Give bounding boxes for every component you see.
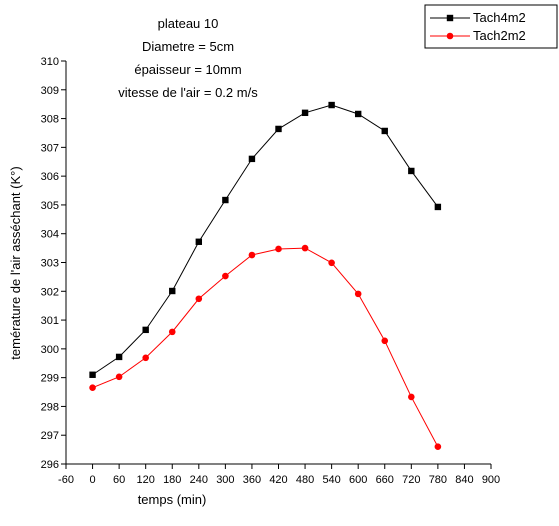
marker bbox=[248, 251, 256, 259]
marker bbox=[275, 245, 282, 253]
series-line bbox=[92, 247, 439, 447]
marker bbox=[354, 110, 362, 118]
x-tick-label: 480 bbox=[296, 474, 314, 486]
x-tick-label: 60 bbox=[113, 474, 125, 486]
y-tick-label: 307 bbox=[41, 142, 59, 154]
marker bbox=[328, 259, 335, 267]
x-tick-label: 720 bbox=[402, 474, 420, 486]
marker bbox=[408, 167, 415, 175]
legend-marker bbox=[446, 14, 454, 22]
x-tick-label: -60 bbox=[58, 474, 74, 486]
marker bbox=[434, 443, 442, 451]
y-tick-label: 308 bbox=[41, 114, 59, 126]
y-tick-label: 305 bbox=[41, 200, 59, 212]
y-tick-label: 296 bbox=[41, 459, 59, 471]
x-tick-label: 120 bbox=[137, 474, 155, 486]
x-tick-label: 660 bbox=[376, 474, 394, 486]
marker bbox=[195, 295, 203, 303]
marker bbox=[169, 287, 176, 295]
y-tick-label: 303 bbox=[41, 258, 59, 270]
marker bbox=[222, 196, 229, 204]
legend-label: Tach4m2 bbox=[473, 10, 526, 25]
y-axis-label: temérature de l'air asséchant (K°) bbox=[8, 166, 23, 359]
annotation: Diametre = 5cm bbox=[142, 39, 234, 54]
y-tick-label: 309 bbox=[41, 85, 59, 97]
marker bbox=[248, 155, 256, 163]
x-tick-label: 540 bbox=[322, 474, 340, 486]
marker bbox=[89, 384, 96, 392]
x-tick-label: 180 bbox=[163, 474, 181, 486]
legend-label: Tach2m2 bbox=[473, 28, 526, 43]
y-tick-label: 306 bbox=[41, 171, 59, 183]
marker bbox=[142, 326, 149, 334]
marker bbox=[328, 101, 335, 109]
marker bbox=[115, 373, 123, 381]
annotation: épaisseur = 10mm bbox=[134, 62, 241, 77]
marker bbox=[222, 272, 229, 280]
marker bbox=[275, 125, 282, 133]
marker bbox=[301, 109, 309, 117]
marker bbox=[89, 371, 96, 378]
marker bbox=[195, 238, 203, 245]
marker bbox=[142, 354, 149, 362]
annotation: plateau 10 bbox=[158, 16, 219, 31]
y-tick-label: 302 bbox=[41, 286, 59, 298]
marker bbox=[354, 290, 362, 298]
marker bbox=[168, 328, 176, 336]
x-tick-label: 420 bbox=[269, 474, 287, 486]
marker bbox=[434, 203, 442, 211]
y-tick-label: 310 bbox=[41, 56, 59, 68]
marker bbox=[381, 337, 389, 345]
y-tick-label: 304 bbox=[41, 229, 59, 241]
marker bbox=[301, 244, 309, 252]
marker bbox=[408, 393, 415, 401]
y-tick-label: 299 bbox=[41, 373, 59, 385]
y-tick-label: 301 bbox=[41, 315, 59, 327]
x-tick-label: 840 bbox=[455, 474, 473, 486]
series-line bbox=[92, 104, 439, 376]
marker bbox=[115, 353, 123, 361]
x-tick-label: 360 bbox=[243, 474, 261, 486]
x-axis-label: temps (min) bbox=[138, 492, 207, 507]
y-tick-label: 298 bbox=[41, 401, 59, 413]
y-tick-label: 300 bbox=[41, 344, 59, 356]
x-tick-label: 780 bbox=[429, 474, 447, 486]
x-tick-label: 600 bbox=[349, 474, 367, 486]
legend-marker bbox=[446, 32, 454, 40]
legend-box bbox=[424, 4, 558, 49]
x-tick-label: 900 bbox=[482, 474, 500, 486]
annotation: vitesse de l'air = 0.2 m/s bbox=[118, 85, 258, 100]
x-tick-label: 240 bbox=[190, 474, 208, 486]
marker bbox=[381, 127, 388, 135]
x-tick-label: 300 bbox=[216, 474, 234, 486]
y-tick-label: 297 bbox=[41, 430, 59, 442]
x-tick-label: 0 bbox=[90, 474, 96, 486]
